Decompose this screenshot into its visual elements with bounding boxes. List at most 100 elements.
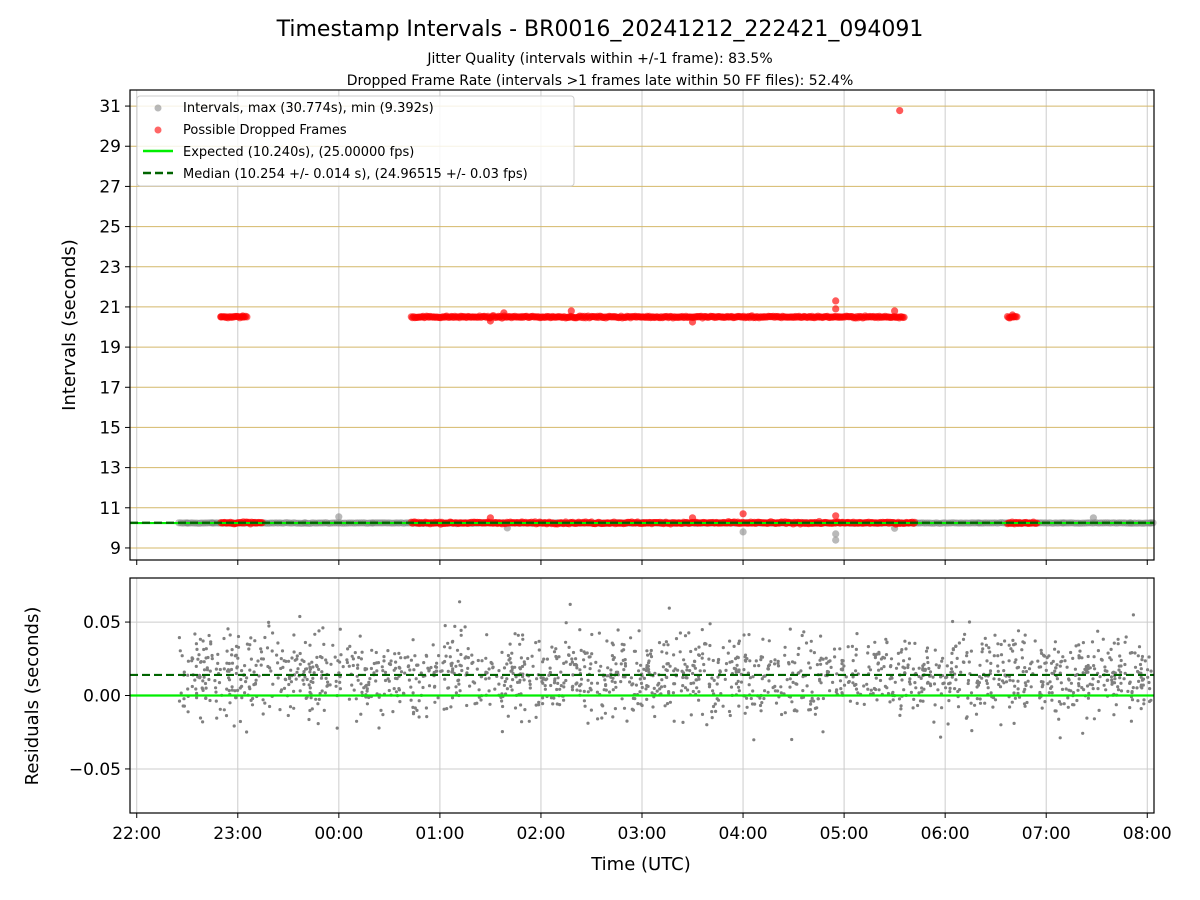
dropped-frame-point	[832, 297, 840, 305]
residual-point	[1102, 683, 1106, 687]
residual-point	[240, 696, 244, 700]
residual-point	[278, 708, 282, 712]
residual-point	[334, 679, 338, 684]
y-tick-label: −0.05	[69, 760, 121, 780]
residual-point	[999, 723, 1003, 727]
residual-point	[528, 682, 532, 687]
residual-point	[886, 691, 891, 696]
y-tick-label: 23	[99, 258, 121, 278]
residual-point	[544, 678, 548, 682]
residual-point	[1029, 662, 1033, 666]
x-tick-label: 22:00	[112, 824, 161, 844]
residual-point	[518, 667, 523, 671]
residual-point	[829, 665, 833, 670]
residual-point	[186, 659, 190, 663]
residual-point	[650, 691, 654, 695]
residual-point	[766, 664, 771, 668]
residual-point	[1090, 640, 1095, 644]
residual-point	[678, 631, 683, 635]
residual-point	[911, 667, 916, 671]
residual-point	[248, 687, 252, 691]
residual-point	[694, 678, 698, 682]
dropped-frame-point	[891, 307, 899, 315]
residual-point	[473, 702, 477, 706]
residual-point	[996, 664, 1000, 668]
residual-point	[710, 716, 714, 720]
residual-point	[534, 715, 538, 720]
residual-point	[1071, 691, 1076, 695]
residual-point	[831, 680, 835, 685]
residual-point	[406, 655, 410, 659]
residual-point	[574, 657, 578, 661]
residual-point	[991, 705, 995, 709]
residual-point	[672, 719, 676, 723]
residual-point	[383, 670, 388, 675]
residual-point	[217, 681, 222, 685]
residual-point	[1087, 691, 1091, 695]
residual-point	[600, 716, 604, 720]
residual-point	[662, 643, 666, 647]
residual-point	[1119, 664, 1123, 668]
residual-point	[550, 645, 554, 649]
residual-point	[914, 686, 918, 690]
residual-point	[749, 696, 753, 701]
residual-point	[586, 721, 590, 725]
residual-point	[707, 657, 711, 661]
residual-point	[933, 648, 937, 652]
residual-point	[1050, 691, 1054, 695]
residual-point	[552, 681, 557, 685]
residual-point	[1012, 643, 1016, 647]
residual-point	[906, 663, 910, 667]
residual-point	[785, 678, 789, 682]
residual-point	[268, 704, 272, 709]
residual-point	[1039, 665, 1043, 669]
residual-point	[1047, 654, 1051, 658]
residual-point	[832, 647, 837, 651]
residual-point	[697, 653, 702, 658]
residual-point	[797, 646, 801, 651]
residual-point	[897, 697, 902, 701]
residual-point	[611, 657, 615, 662]
residual-point	[518, 678, 522, 682]
residual-point	[411, 712, 416, 716]
residual-point	[1057, 717, 1061, 721]
residual-point	[842, 664, 846, 668]
residual-point	[1140, 686, 1144, 690]
residual-point	[992, 654, 996, 658]
residual-point	[757, 664, 761, 668]
residual-point	[964, 716, 969, 720]
residual-point	[644, 668, 648, 673]
residual-point	[672, 653, 676, 657]
residual-point	[1143, 659, 1147, 663]
residual-point	[907, 641, 912, 645]
residual-point	[903, 671, 907, 675]
residual-point	[568, 602, 572, 607]
residual-point	[381, 669, 385, 673]
residual-point	[485, 633, 489, 637]
residual-point	[873, 640, 877, 644]
residual-point	[639, 681, 644, 686]
residual-point	[597, 669, 601, 673]
residual-point	[1091, 677, 1095, 681]
residual-point	[1116, 637, 1120, 641]
residual-point	[1123, 662, 1127, 667]
residual-point	[248, 668, 252, 672]
residual-point	[1081, 671, 1085, 675]
residual-point	[182, 697, 186, 701]
residual-point	[854, 653, 858, 657]
interval-point	[832, 536, 840, 544]
residual-point	[202, 675, 206, 679]
residual-point	[434, 669, 438, 673]
residual-point	[353, 651, 357, 655]
residual-point	[1096, 687, 1100, 691]
residual-point	[809, 699, 813, 703]
residual-point	[334, 684, 338, 688]
residual-point	[950, 651, 954, 656]
residual-point	[243, 664, 247, 668]
residual-point	[1036, 659, 1040, 663]
chart-title: Timestamp Intervals - BR0016_20241212_22…	[276, 17, 924, 42]
residual-point	[227, 676, 231, 680]
residual-point	[1136, 654, 1140, 658]
residual-point	[214, 686, 218, 690]
residual-point	[828, 659, 832, 663]
